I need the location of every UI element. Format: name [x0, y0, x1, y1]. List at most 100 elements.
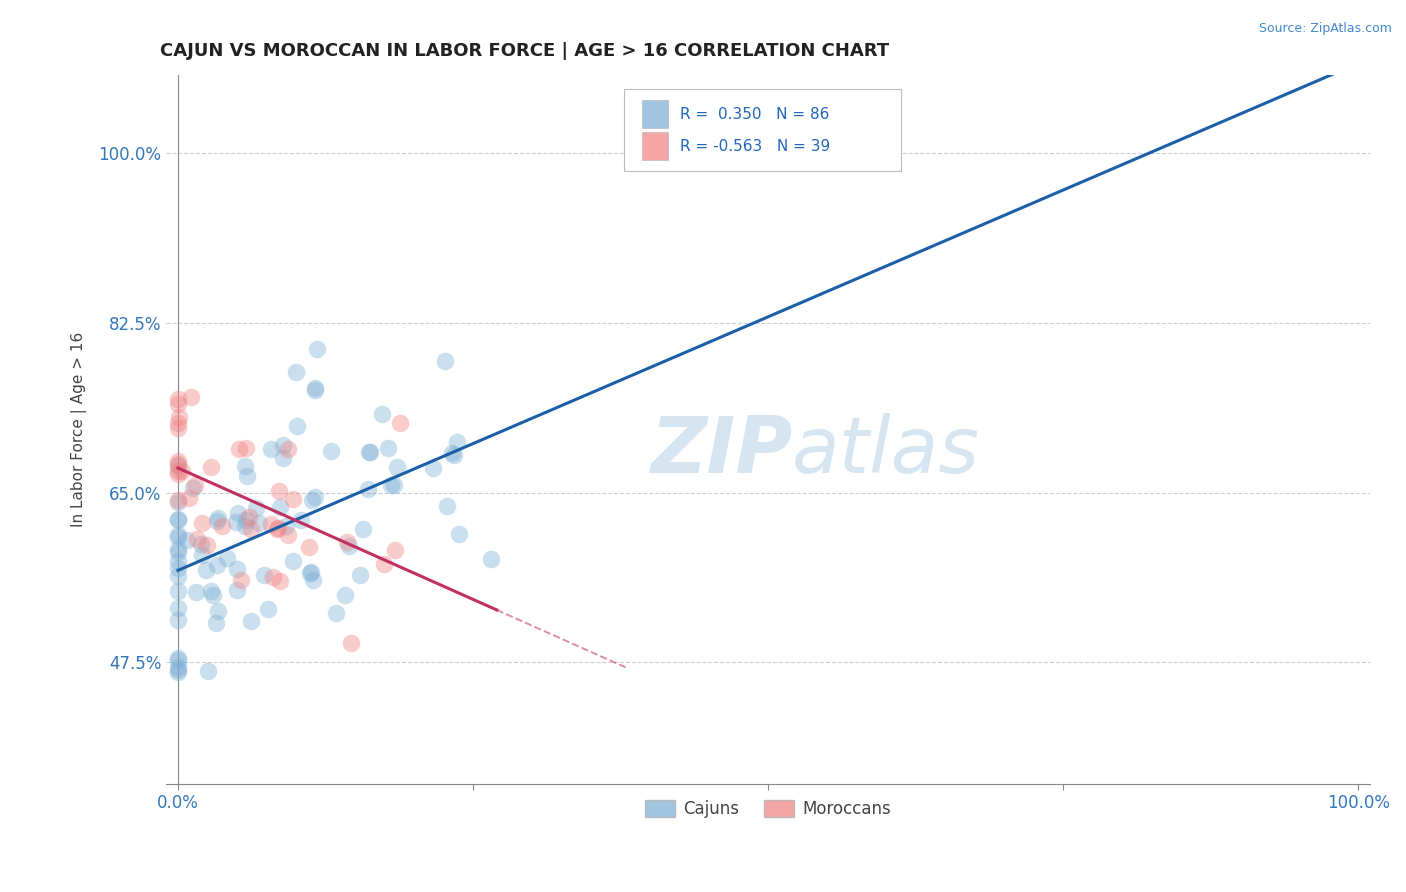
Point	[352, 522, 374, 536]
Point	[337, 539, 360, 553]
Point	[190, 537, 212, 551]
Point	[235, 441, 257, 455]
Point	[271, 438, 294, 452]
Point	[262, 570, 284, 584]
Point	[172, 464, 194, 478]
Point	[207, 511, 229, 525]
Point	[336, 534, 359, 549]
Point	[233, 519, 256, 533]
Point	[373, 557, 395, 571]
Point	[167, 410, 190, 425]
Point	[167, 600, 190, 615]
Point	[247, 516, 270, 530]
Point	[167, 421, 190, 435]
Point	[257, 601, 280, 615]
Point	[266, 522, 288, 536]
Point	[434, 353, 457, 368]
Point	[235, 469, 257, 483]
Point	[167, 416, 190, 430]
Point	[380, 478, 402, 492]
Point	[260, 442, 283, 456]
Point	[422, 461, 444, 475]
Y-axis label: In Labor Force | Age > 16: In Labor Force | Age > 16	[72, 332, 87, 527]
Point	[167, 545, 190, 559]
Point	[267, 484, 290, 499]
Point	[281, 554, 304, 568]
Point	[304, 383, 326, 397]
Point	[245, 500, 267, 515]
Point	[167, 613, 190, 627]
Text: R =  0.350   N = 86: R = 0.350 N = 86	[681, 107, 830, 121]
Point	[304, 381, 326, 395]
Point	[285, 418, 308, 433]
Point	[447, 527, 470, 541]
Point	[197, 665, 219, 679]
Point	[226, 507, 249, 521]
Point	[202, 588, 225, 602]
Point	[215, 551, 238, 566]
Point	[239, 522, 262, 536]
Point	[167, 513, 190, 527]
Point	[299, 565, 322, 579]
Point	[377, 442, 399, 456]
Point	[277, 442, 299, 456]
Point	[211, 519, 233, 533]
Point	[298, 540, 321, 554]
Point	[167, 541, 190, 556]
Point	[479, 552, 502, 566]
Point	[389, 416, 412, 430]
Point	[167, 561, 190, 575]
Point	[225, 561, 247, 575]
Point	[167, 530, 190, 544]
Point	[277, 528, 299, 542]
Point	[186, 584, 208, 599]
Point	[167, 493, 190, 508]
Text: CAJUN VS MOROCCAN IN LABOR FORCE | AGE > 16 CORRELATION CHART: CAJUN VS MOROCCAN IN LABOR FORCE | AGE >…	[160, 42, 890, 60]
Point	[349, 568, 371, 582]
Point	[167, 512, 190, 526]
Point	[195, 562, 218, 576]
Point	[319, 444, 342, 458]
Point	[238, 509, 260, 524]
Point	[436, 499, 458, 513]
Point	[167, 660, 190, 674]
Point	[231, 573, 253, 587]
Point	[195, 538, 218, 552]
Point	[290, 513, 312, 527]
Point	[305, 342, 328, 356]
Point	[283, 492, 305, 507]
Point	[284, 365, 307, 379]
Point	[359, 445, 381, 459]
Text: atlas: atlas	[792, 413, 980, 489]
Point	[167, 495, 190, 509]
Point	[302, 574, 325, 588]
Point	[253, 567, 276, 582]
Point	[205, 616, 228, 631]
Point	[181, 481, 204, 495]
Point	[167, 663, 190, 677]
Point	[200, 584, 222, 599]
Point	[167, 528, 190, 542]
Point	[382, 477, 405, 491]
Point	[340, 636, 363, 650]
Point	[441, 446, 464, 460]
Point	[225, 515, 247, 529]
Point	[190, 548, 212, 562]
Point	[228, 442, 250, 456]
Point	[167, 568, 190, 582]
Point	[167, 458, 190, 473]
Point	[176, 533, 198, 548]
Point	[226, 583, 249, 598]
Point	[167, 650, 190, 665]
FancyBboxPatch shape	[624, 89, 901, 171]
Text: R = -0.563   N = 39: R = -0.563 N = 39	[681, 138, 831, 153]
Point	[167, 665, 190, 679]
Point	[271, 451, 294, 466]
Point	[357, 482, 380, 496]
Point	[200, 460, 222, 475]
Point	[446, 434, 468, 449]
Point	[180, 391, 202, 405]
Point	[298, 566, 321, 581]
Point	[325, 606, 347, 620]
Point	[371, 407, 394, 421]
